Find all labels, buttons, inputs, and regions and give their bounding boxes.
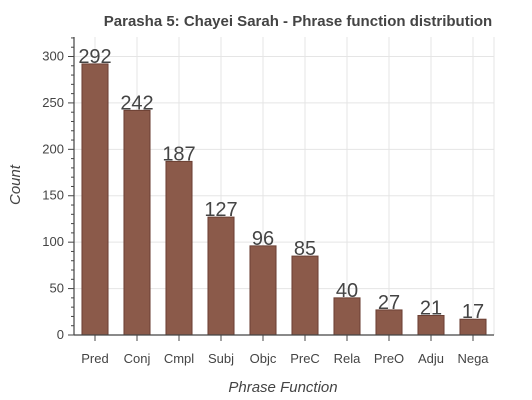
y-axis-title: Count [7,164,24,205]
data-label-preo: 27 [378,292,400,314]
y-tick-label: 200 [42,141,64,156]
bars [81,63,487,336]
bar-rela [333,297,361,336]
x-tick-label-subj: Subj [208,351,234,366]
x-tick-label-nega: Nega [457,351,489,366]
bar-conj [123,109,151,336]
y-tick-label: 100 [42,234,64,249]
y-tick-label: 0 [57,327,64,342]
y-tick-label: 250 [42,95,64,110]
x-tick-label-prec: PreC [290,351,320,366]
x-axis-title: Phrase Function [228,379,337,396]
bar-subj [207,216,235,336]
bar-pred [81,63,109,336]
data-label-rela: 40 [336,280,358,302]
axes: 0 50 100 150 200 250 300 Pred Conj Cmpl Subj Objc Pr… [42,37,494,366]
data-label-adju: 21 [420,298,442,320]
x-tick-label-cmpl: Cmpl [164,351,194,366]
data-label-nega: 17 [462,301,484,323]
x-tick-label-pred: Pred [81,351,108,366]
data-labels: 292 242 187 127 96 85 40 27 21 17 [78,46,484,323]
x-tick-label-objc: Objc [250,351,277,366]
y-tick-label: 50 [50,281,64,296]
data-label-pred: 292 [78,46,111,68]
grid [74,37,495,336]
bar-objc [249,245,277,336]
y-tick-label: 300 [42,48,64,63]
x-tick-label-adju: Adju [418,351,444,366]
x-tick-label-preo: PreO [374,351,404,366]
bar-preo [375,309,403,336]
data-label-subj: 127 [204,199,237,221]
y-tick-label: 150 [42,188,64,203]
data-label-conj: 242 [120,92,153,114]
x-tick-label-rela: Rela [334,351,362,366]
data-label-prec: 85 [294,238,316,260]
bar-cmpl [165,160,193,336]
chart-title: Parasha 5: Chayei Sarah - Phrase functio… [104,13,492,30]
x-tick-label-conj: Conj [124,351,151,366]
data-label-cmpl: 187 [162,143,195,165]
bar-prec [291,255,319,336]
data-label-objc: 96 [252,228,274,250]
